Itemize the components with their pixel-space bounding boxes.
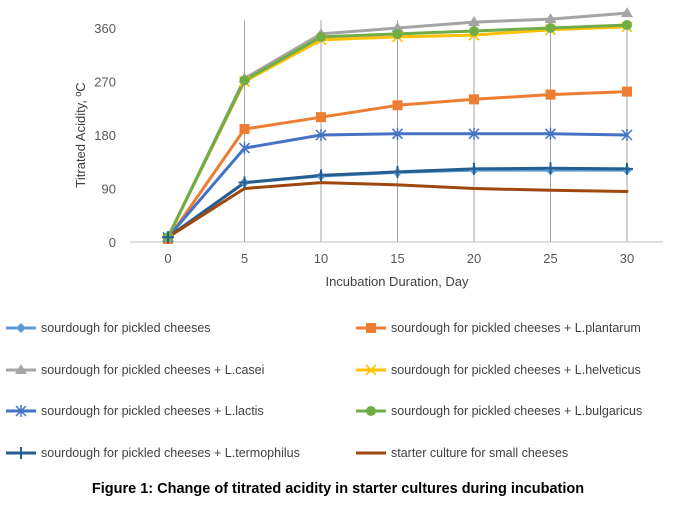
legend-item: sourdough for pickled cheeses + L.planta… (355, 318, 641, 338)
data-point-s6 (622, 20, 632, 31)
data-point-s5 (544, 127, 557, 140)
x-tick-label: 15 (390, 251, 404, 266)
legend-swatch (356, 323, 386, 333)
legend-item: sourdough for pickled cheeses (5, 318, 211, 338)
x-tick-label: 5 (241, 251, 248, 266)
data-point-s6 (469, 25, 479, 36)
y-tick-label: 180 (94, 128, 116, 143)
legend-swatch (356, 406, 386, 416)
legend-swatch (6, 323, 36, 333)
legend-label: sourdough for pickled cheeses + L.lactis (41, 404, 264, 418)
legend-swatch-marker (366, 406, 376, 416)
legend-label: starter culture for small cheeses (391, 446, 569, 460)
data-point-s6 (239, 75, 250, 86)
data-point-s5 (315, 129, 327, 141)
data-point-s7 (468, 162, 480, 175)
legend-swatch-marker (366, 323, 376, 333)
data-point-s6 (392, 28, 403, 39)
data-point-s2 (316, 112, 326, 123)
x-axis-title: Incubation Duration, Day (325, 274, 469, 289)
legend-swatch (356, 364, 386, 376)
legend-label: sourdough for pickled cheeses + L.helvet… (391, 363, 641, 377)
data-point-s6 (545, 23, 556, 33)
data-point-s5 (391, 127, 404, 140)
y-tick-label: 0 (109, 235, 116, 250)
data-point-s7 (315, 169, 327, 182)
legend-swatch (6, 405, 36, 417)
legend-swatch (6, 364, 36, 374)
data-point-s2 (622, 86, 632, 97)
data-point-s3 (621, 7, 633, 18)
data-point-s5 (238, 142, 251, 155)
x-tick-label: 0 (164, 251, 171, 266)
gridlines (244, 20, 628, 242)
x-tick-label: 20 (467, 251, 481, 266)
x-tick-label: 10 (314, 251, 328, 266)
legend-item: starter culture for small cheeses (355, 443, 568, 463)
y-tick-label: 90 (102, 182, 116, 197)
data-point-s7 (544, 162, 557, 175)
data-point-s2 (392, 100, 403, 111)
axes: 0 5 10 15 20 25 30 0 90 180 270 360 (94, 21, 663, 266)
data-point-s2 (545, 89, 556, 100)
data-point-s6 (316, 31, 326, 42)
legend-item: sourdough for pickled cheeses + L.bulgar… (355, 401, 642, 421)
legend-label: sourdough for pickled cheeses + L.planta… (391, 321, 641, 335)
legend-swatch (356, 451, 386, 455)
y-tick-label: 360 (94, 21, 116, 36)
x-tick-label: 30 (620, 251, 634, 266)
legend: sourdough for pickled cheeses sourdough f… (0, 312, 676, 472)
legend-swatch-marker (16, 323, 26, 333)
data-point-s5 (621, 129, 633, 141)
legend-label: sourdough for pickled cheeses + L.casei (41, 363, 265, 377)
data-point-s7 (162, 231, 174, 244)
legend-swatch (6, 447, 36, 459)
legend-swatch-marker (15, 447, 27, 459)
legend-label: sourdough for pickled cheeses + L.termop… (41, 446, 300, 460)
data-point-s2 (469, 94, 479, 105)
legend-swatch-marker (365, 364, 377, 376)
data-point-s7 (391, 165, 404, 178)
legend-item: sourdough for pickled cheeses + L.termop… (5, 443, 300, 463)
legend-label: sourdough for pickled cheeses + L.bulgar… (391, 404, 643, 418)
legend-swatch-marker (15, 364, 27, 374)
series-markers (162, 7, 633, 245)
y-tick-label: 270 (94, 75, 116, 90)
y-axis-title: Titrated Acidity, ºC (73, 82, 88, 187)
legend-swatch-marker (15, 405, 27, 417)
x-tick-label: 25 (543, 251, 557, 266)
data-point-s7 (621, 162, 633, 175)
legend-item: sourdough for pickled cheeses + L.lactis (5, 401, 264, 421)
data-point-s3 (391, 22, 404, 32)
data-point-s5 (468, 127, 480, 140)
line-chart: 0 5 10 15 20 25 30 0 90 180 270 360 Incubation Dura… (73, 7, 663, 289)
data-point-s3 (468, 16, 480, 27)
data-point-s3 (544, 13, 557, 24)
data-point-s2 (239, 124, 250, 135)
figure-caption: Figure 1: Change of titrated acidity in … (91, 481, 585, 497)
legend-item: sourdough for pickled cheeses + L.casei (5, 360, 264, 380)
legend-label: sourdough for pickled cheeses (41, 321, 211, 335)
legend-item: sourdough for pickled cheeses + L.helvet… (355, 360, 641, 380)
data-point-s7 (238, 176, 251, 189)
